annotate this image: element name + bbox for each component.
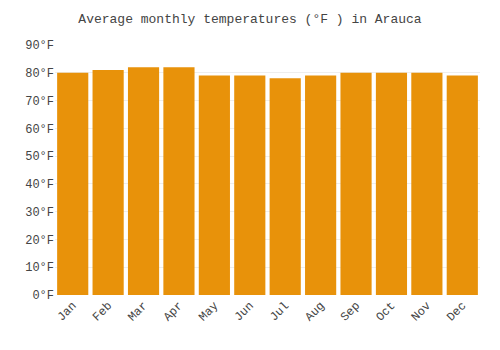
svg-text:Sep: Sep xyxy=(338,299,363,324)
svg-text:10°F: 10°F xyxy=(25,261,54,275)
svg-text:May: May xyxy=(196,299,221,324)
svg-text:80°F: 80°F xyxy=(25,67,54,81)
svg-text:Dec: Dec xyxy=(444,299,469,324)
svg-text:50°F: 50°F xyxy=(25,150,54,164)
svg-text:Aug: Aug xyxy=(303,299,328,324)
svg-text:0°F: 0°F xyxy=(32,289,54,303)
svg-text:Jul: Jul xyxy=(267,299,292,324)
svg-text:Jan: Jan xyxy=(55,299,80,324)
svg-text:Feb: Feb xyxy=(90,299,115,324)
svg-text:Average monthly temperatures (: Average monthly temperatures (°F ) in Ar… xyxy=(78,12,421,27)
svg-text:90°F: 90°F xyxy=(25,39,54,53)
svg-text:Apr: Apr xyxy=(161,299,186,324)
svg-text:Oct: Oct xyxy=(373,299,398,324)
svg-text:40°F: 40°F xyxy=(25,178,54,192)
svg-text:60°F: 60°F xyxy=(25,123,54,137)
svg-text:70°F: 70°F xyxy=(25,95,54,109)
svg-text:Jun: Jun xyxy=(232,299,257,324)
svg-text:20°F: 20°F xyxy=(25,234,54,248)
svg-text:Mar: Mar xyxy=(125,299,150,324)
svg-text:Nov: Nov xyxy=(409,299,434,324)
svg-text:30°F: 30°F xyxy=(25,206,54,220)
